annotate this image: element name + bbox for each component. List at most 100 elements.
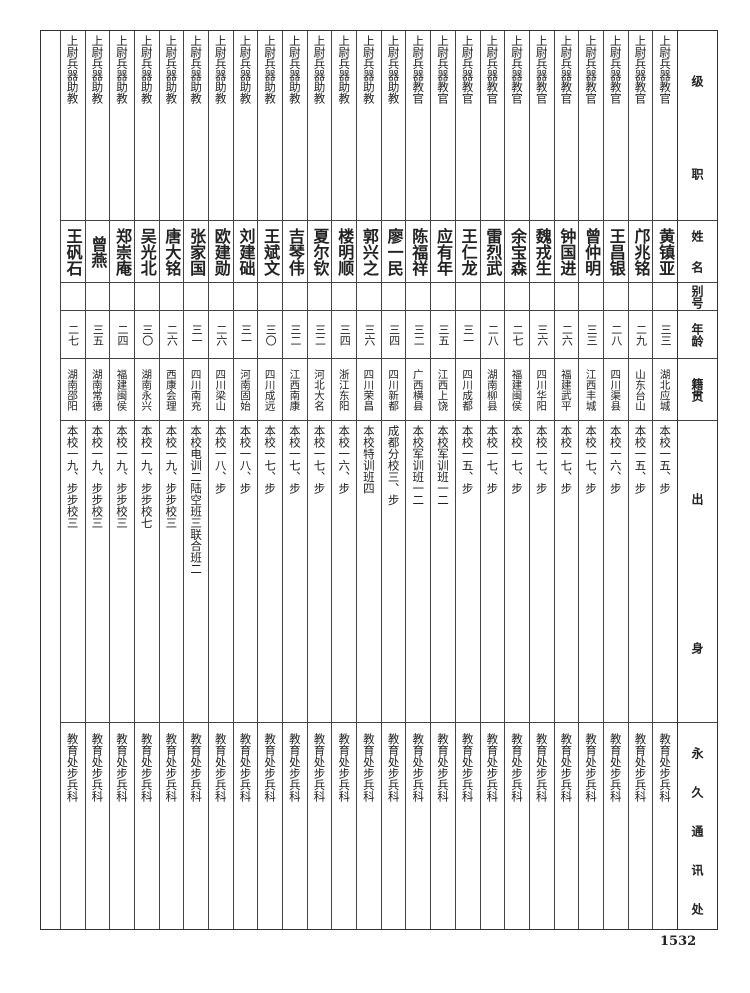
cell-rank: 上尉兵器助教 <box>85 31 110 221</box>
cell-rank: 上尉兵器教官 <box>603 31 628 221</box>
cell-alias <box>603 283 628 311</box>
table-row: 上尉兵器教官 曾仲明 三三 江西丰城 本校一七、步 教育处步兵科 <box>578 31 603 929</box>
cell-background: 本校一六、步 <box>332 421 357 723</box>
cell-native-place: 四川新都 <box>381 359 406 421</box>
cell-background: 本校一七、步 <box>579 421 603 723</box>
cell-background: 本校一七、步 <box>505 421 529 723</box>
header-name: 姓名 <box>678 221 717 283</box>
table-row: 上尉兵器教官 王昌银 二八 四川渠县 本校一六、步 教育处步兵科 <box>602 31 628 929</box>
cell-alias <box>134 283 159 311</box>
cell-rank: 上尉兵器助教 <box>258 31 282 221</box>
cell-name: 欧建勋 <box>208 221 233 283</box>
cell-age: 三〇 <box>258 311 282 359</box>
cell-age: 二八 <box>603 311 628 359</box>
table-row: 上尉兵器助教 张家国 三一 四川南充 本校电训二陆空班三联合班二 教育处步兵科 <box>183 31 208 929</box>
cell-background: 本校一九、步步校三 <box>110 421 134 723</box>
cell-address: 教育处步兵科 <box>287 733 302 802</box>
cell-alias <box>208 283 233 311</box>
cell-name: 钟国进 <box>554 221 579 283</box>
cell-name: 曾仲明 <box>579 221 603 283</box>
cell-background: 本校一七、步 <box>480 421 505 723</box>
cell-address: 教育处步兵科 <box>238 733 253 802</box>
cell-rank: 上尉兵器助教 <box>307 31 332 221</box>
cell-alias <box>653 283 677 311</box>
cell-rank: 上尉兵器助教 <box>283 31 307 221</box>
cell-background: 本校一八、步 <box>233 421 258 723</box>
cell-alias <box>110 283 134 311</box>
cell-name: 郭兴之 <box>357 221 381 283</box>
cell-native-place: 四川华阳 <box>529 359 554 421</box>
cell-alias <box>283 283 307 311</box>
table-row: 上尉兵器教官 魏戎生 三六 四川华阳 本校一七、步 教育处步兵科 <box>528 31 554 929</box>
table-row: 上尉兵器助教 欧建勋 二六 四川梁山 本校一八、步 教育处步兵科 <box>207 31 233 929</box>
cell-address: 教育处步兵科 <box>189 733 204 802</box>
cell-age: 三六 <box>529 311 554 359</box>
cell-background: 成都分校三、步 <box>381 421 406 723</box>
cell-native-place: 浙江东阳 <box>332 359 357 421</box>
cell-native-place: 西康会理 <box>159 359 184 421</box>
cell-rank: 上尉兵器助教 <box>233 31 258 221</box>
cell-age: 三一 <box>455 311 480 359</box>
cell-name: 吴光北 <box>134 221 159 283</box>
cell-alias <box>381 283 406 311</box>
cell-alias <box>455 283 480 311</box>
table-row: 上尉兵器助教 吉琴伟 三二 江西南康 本校一七、步 教育处步兵科 <box>282 31 307 929</box>
cell-alias <box>431 283 455 311</box>
header-age: 年龄 <box>678 311 717 359</box>
cell-background: 本校一七、步 <box>283 421 307 723</box>
cell-address: 教育处步兵科 <box>164 733 179 802</box>
cell-alias <box>85 283 110 311</box>
cell-rank: 上尉兵器助教 <box>357 31 381 221</box>
cell-background: 本校特训班四 <box>357 421 381 723</box>
cell-background: 本校一九、步步校七 <box>134 421 159 723</box>
table-row: 上尉兵器助教 王矾石 二七 湖南邵阳 本校一九、步步校三 教育处步兵科 <box>59 31 85 929</box>
cell-background: 本校一七、步 <box>529 421 554 723</box>
cell-native-place: 福建武平 <box>554 359 579 421</box>
cell-address: 教育处步兵科 <box>559 733 574 802</box>
cell-native-place: 湖北应城 <box>653 359 677 421</box>
cell-background: 本校电训二陆空班三联合班二 <box>184 421 208 723</box>
table-row: 上尉兵器助教 吴光北 三〇 湖南永兴 本校一九、步步校七 教育处步兵科 <box>133 31 159 929</box>
cell-address: 教育处步兵科 <box>534 733 549 802</box>
cell-alias <box>579 283 603 311</box>
cell-age: 三五 <box>431 311 455 359</box>
cell-background: 本校一五、步 <box>455 421 480 723</box>
cell-rank: 上尉兵器助教 <box>159 31 184 221</box>
cell-age: 三二 <box>307 311 332 359</box>
cell-rank: 上尉兵器教官 <box>505 31 529 221</box>
cell-background: 本校一七、步 <box>554 421 579 723</box>
cell-native-place: 广西横县 <box>406 359 431 421</box>
cell-name: 张家国 <box>184 221 208 283</box>
cell-name: 郑崇庵 <box>110 221 134 283</box>
cell-background: 本校一七、步 <box>307 421 332 723</box>
cell-name: 吉琴伟 <box>283 221 307 283</box>
cell-native-place: 四川成都 <box>455 359 480 421</box>
cell-native-place: 四川荣昌 <box>357 359 381 421</box>
cell-native-place: 湖南常德 <box>85 359 110 421</box>
cell-address: 教育处步兵科 <box>65 733 80 802</box>
cell-alias <box>554 283 579 311</box>
cell-name: 刘建础 <box>233 221 258 283</box>
table-row: 上尉兵器教官 邝兆铭 二九 山东台山 本校一五、步 教育处步兵科 <box>627 31 653 929</box>
cell-name: 廖一民 <box>381 221 406 283</box>
table-row: 上尉兵器助教 廖一民 三四 四川新都 成都分校三、步 教育处步兵科 <box>380 31 406 929</box>
cell-native-place: 河南固始 <box>233 359 258 421</box>
cell-address: 教育处步兵科 <box>386 733 401 802</box>
cell-age: 二六 <box>208 311 233 359</box>
cell-rank: 上尉兵器教官 <box>653 31 677 221</box>
cell-rank: 上尉兵器助教 <box>208 31 233 221</box>
cell-native-place: 河北大名 <box>307 359 332 421</box>
table-row: 上尉兵器教官 陈福祥 三二 广西横县 本校军训班一二 教育处步兵科 <box>405 31 431 929</box>
cell-alias <box>505 283 529 311</box>
cell-native-place: 四川渠县 <box>603 359 628 421</box>
cell-background: 本校军训班一二 <box>406 421 431 723</box>
header-column: 级职 姓名 别号 年龄 籍贯 出身 永久通讯处 <box>677 31 717 929</box>
cell-native-place: 四川梁山 <box>208 359 233 421</box>
cell-background: 本校一九、步步校三 <box>60 421 85 723</box>
table-row: 上尉兵器教官 王仁龙 三一 四川成都 本校一五、步 教育处步兵科 <box>454 31 480 929</box>
header-address: 永久通讯处 <box>690 746 704 916</box>
cell-address: 教育处步兵科 <box>337 733 352 802</box>
cell-name: 王仁龙 <box>455 221 480 283</box>
cell-name: 王昌银 <box>603 221 628 283</box>
cell-age: 三二 <box>406 311 431 359</box>
